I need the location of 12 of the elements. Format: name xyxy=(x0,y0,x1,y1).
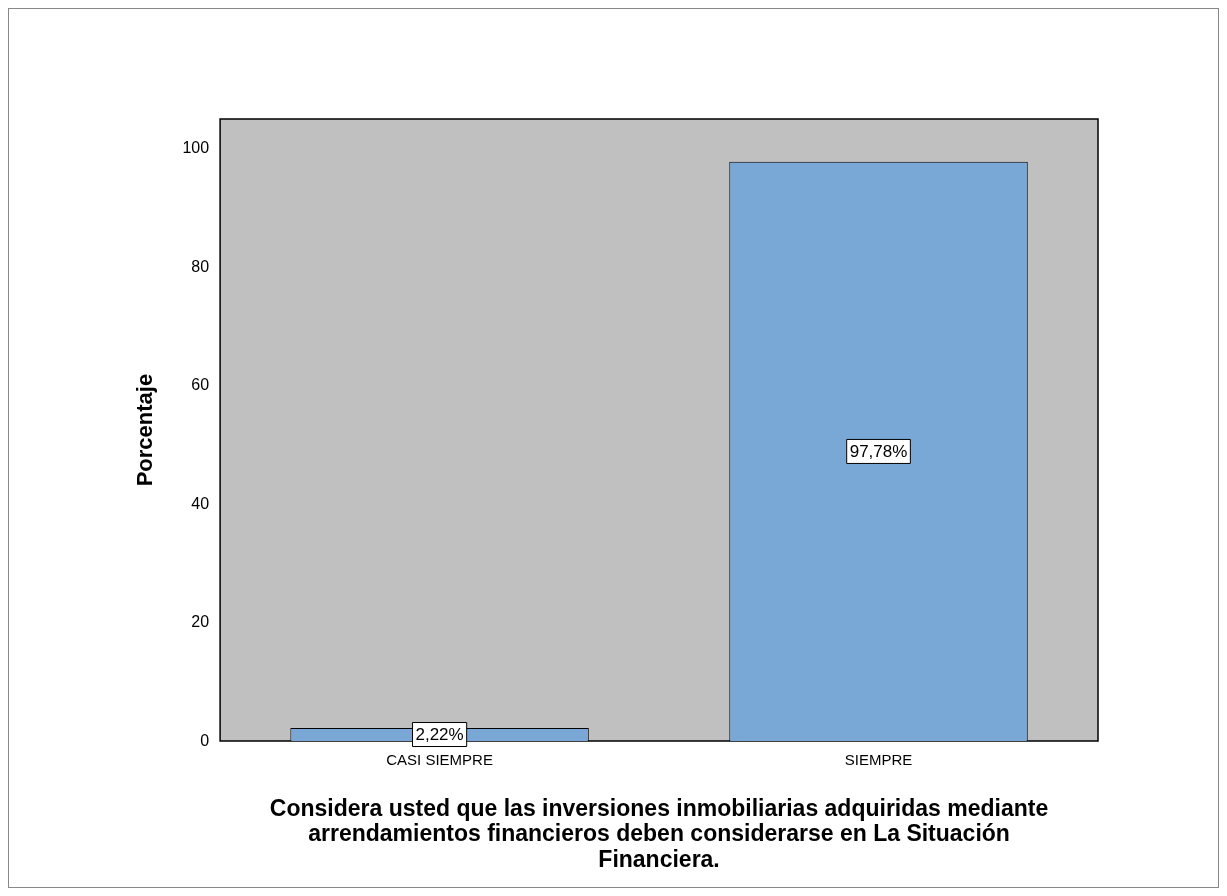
y-axis-title: Porcentaje xyxy=(132,373,158,487)
x-tick-label: CASI SIEMPRE xyxy=(386,751,493,769)
y-tick-label: 0 xyxy=(200,731,210,749)
y-tick-label: 80 xyxy=(191,257,210,275)
x-axis-title: Considera usted que las inversiones inmobiliarias adquiridas mediante arrendamientos financieros deben considerarse en La Situación Financiera. xyxy=(269,795,1049,872)
y-tick-label: 40 xyxy=(191,494,210,512)
x-tick-label: SIEMPRE xyxy=(844,751,913,769)
y-tick-label: 100 xyxy=(182,139,210,157)
y-tick-label: 20 xyxy=(191,613,210,631)
data-label: 97,78% xyxy=(849,442,908,462)
y-tick-label: 60 xyxy=(191,376,210,394)
data-label: 2,22% xyxy=(415,725,464,745)
